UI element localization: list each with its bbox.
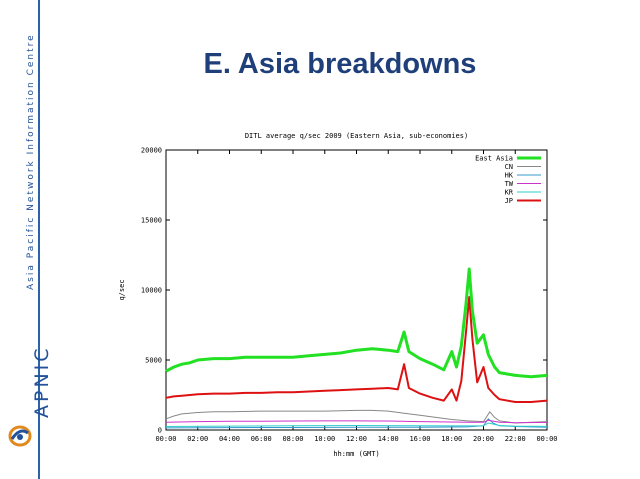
x-tick-label: 08:00 [282, 435, 303, 443]
legend-label: CN [505, 163, 513, 171]
legend-label: East Asia [475, 155, 513, 163]
series-line-tw [165, 419, 548, 424]
x-tick-label: 16:00 [409, 435, 430, 443]
x-tick-label: 04:00 [219, 435, 240, 443]
legend-label: HK [505, 172, 514, 180]
y-axis-label: q/sec [118, 279, 126, 300]
x-tick-label: 14:00 [378, 435, 399, 443]
apnic-swirl-icon [8, 425, 32, 447]
x-tick-label: 18:00 [441, 435, 462, 443]
y-tick-label: 0 [158, 427, 162, 435]
x-axis-label: hh:mm (GMT) [333, 450, 379, 458]
x-tick-label: 00:00 [155, 435, 176, 443]
x-tick-label: 12:00 [346, 435, 367, 443]
legend-label: JP [505, 197, 513, 205]
x-tick-label: 10:00 [314, 435, 335, 443]
chart-canvas: DITL average q/sec 2009 (Eastern Asia, s… [118, 132, 558, 458]
y-tick-label: 5000 [145, 357, 162, 365]
legend-label: TW [505, 180, 514, 188]
series-line-cn [165, 409, 548, 424]
slide-title: E. Asia breakdowns [203, 48, 477, 80]
org-name: Asia Pacific Network Information Centre [26, 33, 36, 290]
sidebar-divider [38, 0, 40, 479]
x-tick-label: 00:00 [536, 435, 557, 443]
series-line-jp [165, 296, 548, 403]
x-tick-label: 06:00 [251, 435, 272, 443]
plot-frame [165, 149, 548, 431]
legend-label: KR [505, 189, 514, 197]
chart-title: DITL average q/sec 2009 (Eastern Asia, s… [245, 132, 468, 140]
x-tick-label: 22:00 [505, 435, 526, 443]
series-line-east-asia [165, 267, 548, 379]
sidebar: Asia Pacific Network Information Centre … [0, 0, 53, 479]
brand-name: APNIC [31, 345, 53, 418]
y-tick-label: 20000 [141, 147, 162, 155]
y-tick-label: 15000 [141, 217, 162, 225]
chart: DITL average q/sec 2009 (Eastern Asia, s… [100, 124, 570, 464]
series-line-kr [165, 422, 548, 427]
x-tick-label: 20:00 [473, 435, 494, 443]
x-tick-label: 02:00 [187, 435, 208, 443]
y-tick-label: 10000 [141, 287, 162, 295]
